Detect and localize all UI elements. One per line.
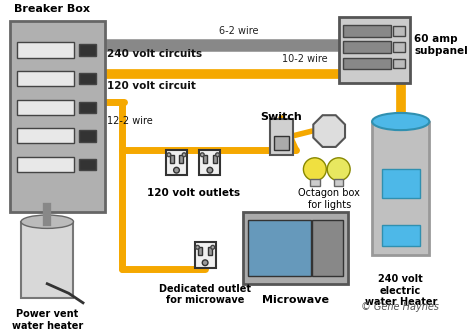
Bar <box>79 130 96 142</box>
Text: 120 volt outlets: 120 volt outlets <box>146 188 240 198</box>
Circle shape <box>303 158 326 181</box>
Text: Power vent
water heater: Power vent water heater <box>11 310 83 331</box>
Bar <box>382 169 420 198</box>
Bar <box>17 157 74 172</box>
Bar <box>274 136 289 150</box>
Bar <box>21 222 73 298</box>
Text: 6-2 wire: 6-2 wire <box>219 26 258 36</box>
Bar <box>311 220 343 276</box>
Text: 10-2 wire: 10-2 wire <box>283 54 328 64</box>
Bar <box>79 73 96 84</box>
Bar <box>248 220 311 276</box>
Bar <box>179 155 183 162</box>
Circle shape <box>202 260 208 266</box>
Ellipse shape <box>372 113 429 130</box>
Bar <box>17 99 74 115</box>
Bar <box>195 242 216 268</box>
Circle shape <box>207 167 213 173</box>
Bar <box>372 122 429 255</box>
Bar <box>310 179 319 186</box>
Bar <box>199 248 202 255</box>
Bar <box>208 248 212 255</box>
Bar <box>17 128 74 143</box>
Circle shape <box>173 167 179 173</box>
Text: Dedicated outlet
for microwave: Dedicated outlet for microwave <box>159 284 251 305</box>
Bar <box>344 58 391 69</box>
Text: 120 volt circuit: 120 volt circuit <box>107 81 196 91</box>
Circle shape <box>327 158 350 181</box>
Bar <box>339 17 410 83</box>
Circle shape <box>201 153 204 157</box>
Text: Octagon box
for lights: Octagon box for lights <box>298 188 360 210</box>
Bar <box>79 159 96 170</box>
Bar <box>200 150 220 175</box>
Bar <box>393 59 405 68</box>
Bar <box>79 44 96 56</box>
Circle shape <box>211 245 215 249</box>
Bar <box>382 224 420 246</box>
Bar <box>344 42 391 53</box>
Bar <box>170 155 173 162</box>
Bar <box>334 179 344 186</box>
Text: 60 amp
subpanel: 60 amp subpanel <box>414 35 468 56</box>
Bar <box>17 71 74 86</box>
Bar <box>270 119 293 155</box>
Ellipse shape <box>21 215 73 228</box>
Text: 240 volt circuits: 240 volt circuits <box>107 49 202 59</box>
Bar <box>243 212 348 284</box>
Bar <box>203 155 207 162</box>
Text: Breaker Box: Breaker Box <box>15 4 91 14</box>
Circle shape <box>167 153 171 157</box>
Text: 240 volt
electric
water Heater: 240 volt electric water Heater <box>365 274 437 308</box>
Text: Switch: Switch <box>261 112 302 122</box>
Circle shape <box>196 245 200 249</box>
Bar <box>166 150 187 175</box>
Bar <box>17 42 74 58</box>
Circle shape <box>216 153 219 157</box>
Text: © Gene Haynes: © Gene Haynes <box>361 303 439 312</box>
Circle shape <box>182 153 186 157</box>
Bar <box>393 26 405 36</box>
Bar <box>393 42 405 52</box>
Text: Microwave: Microwave <box>262 295 329 305</box>
Bar <box>213 155 217 162</box>
Bar <box>79 102 96 113</box>
Bar <box>9 21 105 212</box>
Text: 12-2 wire: 12-2 wire <box>107 116 153 126</box>
Bar <box>344 25 391 37</box>
